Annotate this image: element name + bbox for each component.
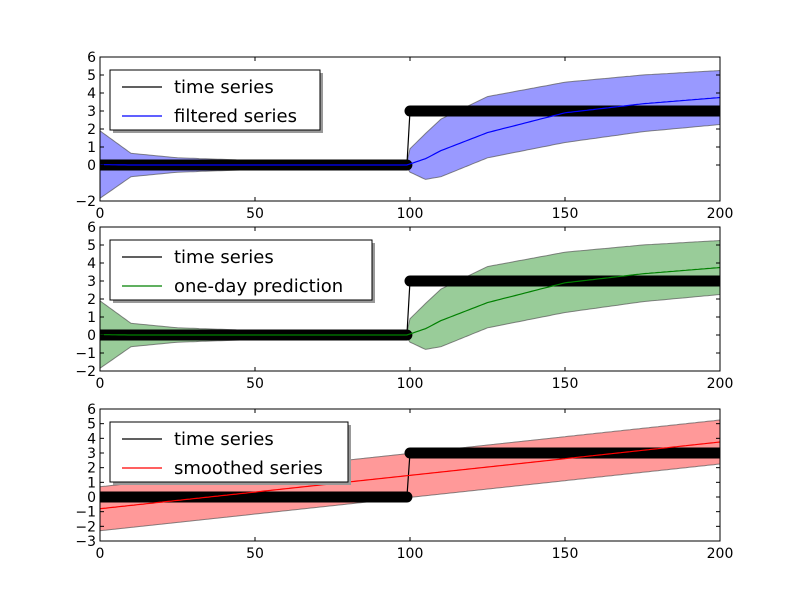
plot-area	[100, 69, 720, 199]
y-tick-label: 6	[87, 50, 96, 66]
legend-box	[109, 421, 349, 483]
x-tick-label: 0	[96, 546, 105, 562]
plot-area	[100, 419, 720, 532]
y-tick-label: 2	[87, 461, 96, 477]
x-tick-label: 0	[96, 206, 105, 222]
x-tick-label: 50	[246, 206, 264, 222]
y-tick-label: −1	[75, 346, 96, 362]
y-tick-label: 3	[87, 274, 96, 290]
x-tick-label: 200	[707, 206, 734, 222]
y-tick-label: −2	[75, 194, 96, 210]
legend-label: time series	[174, 77, 274, 98]
x-tick-label: 100	[397, 376, 424, 392]
y-tick-label: 1	[87, 475, 96, 491]
legend-box	[109, 239, 373, 301]
legend-box	[109, 69, 321, 131]
y-tick-label: 0	[87, 158, 96, 174]
x-tick-label: 150	[552, 206, 579, 222]
y-tick-label: 1	[87, 140, 96, 156]
y-tick-label: −2	[75, 364, 96, 380]
y-tick-label: 5	[87, 68, 96, 84]
estimate-line	[100, 96, 720, 166]
legend-label: one-day prediction	[174, 276, 343, 297]
x-tick-label: 200	[707, 376, 734, 392]
y-tick-label: 3	[87, 446, 96, 462]
legend: time series filtered series	[109, 69, 323, 133]
x-tick-label: 150	[552, 546, 579, 562]
legend-label: smoothed series	[174, 458, 323, 479]
plot-area	[100, 239, 720, 369]
estimate-line	[100, 441, 720, 510]
y-tick-label: 6	[87, 402, 96, 418]
x-tick-label: 0	[96, 376, 105, 392]
legend: time series smoothed series	[109, 421, 351, 485]
x-tick-label: 50	[246, 376, 264, 392]
legend-label: time series	[174, 247, 274, 268]
legend: time series one-day prediction	[109, 239, 375, 303]
legend-label: filtered series	[174, 106, 297, 127]
y-tick-label: 4	[87, 256, 96, 272]
y-tick-label: 1	[87, 310, 96, 326]
y-tick-label: 2	[87, 292, 96, 308]
x-tick-label: 100	[397, 546, 424, 562]
x-tick-label: 100	[397, 206, 424, 222]
estimate-line	[100, 266, 720, 336]
x-tick-label: 150	[552, 376, 579, 392]
y-tick-label: 5	[87, 417, 96, 433]
x-tick-label: 200	[707, 546, 734, 562]
y-tick-label: 0	[87, 328, 96, 344]
y-tick-label: 4	[87, 86, 96, 102]
y-tick-label: 2	[87, 122, 96, 138]
y-tick-label: −3	[75, 534, 96, 550]
y-tick-label: −1	[75, 505, 96, 521]
y-tick-label: 3	[87, 104, 96, 120]
y-tick-label: 5	[87, 238, 96, 254]
y-tick-label: 4	[87, 431, 96, 447]
y-tick-label: −2	[75, 519, 96, 535]
y-tick-label: 6	[87, 220, 96, 236]
legend-label: time series	[174, 429, 274, 450]
x-tick-label: 50	[246, 546, 264, 562]
y-tick-label: 0	[87, 490, 96, 506]
